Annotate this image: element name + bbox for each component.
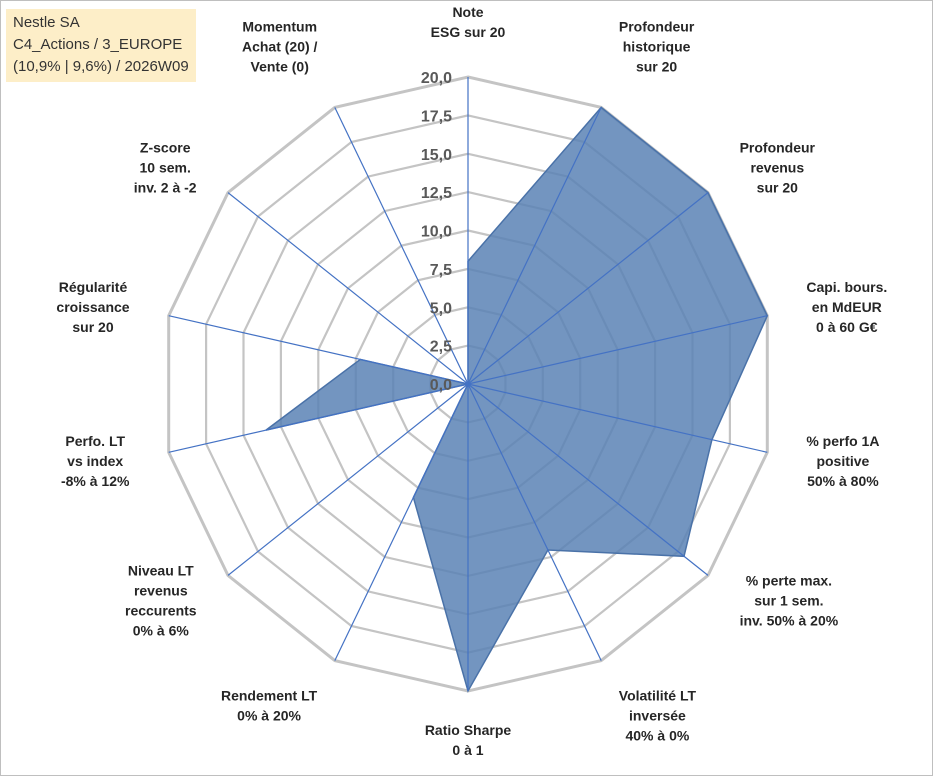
axis-label-line: revenus — [134, 582, 188, 598]
axis-label-0: Note ESG sur 20 — [431, 4, 506, 40]
axis-label-8: Rendement LT 0% à 20% — [221, 688, 318, 724]
axis-label-line: 10 sem. — [140, 160, 191, 176]
axis-label-line: % perte max. — [746, 572, 832, 588]
radar-series — [266, 107, 767, 691]
axis-label-line: historique — [623, 38, 691, 54]
axis-label-line: Momentum — [242, 18, 317, 34]
tick-label-8: 20,0 — [421, 70, 452, 87]
axis-label-6: Volatilité LT inversée 40% à 0% — [619, 688, 697, 744]
tick-label-6: 15,0 — [421, 147, 452, 164]
axis-label-3: Capi. bours. en MdEUR 0 à 60 G€ — [806, 279, 887, 335]
axis-label-line: Note — [452, 4, 483, 20]
axis-label-line: Régularité — [59, 279, 128, 295]
series-area-0 — [266, 107, 767, 691]
axis-label-line: positive — [816, 453, 869, 469]
axis-label-line: croissance — [56, 299, 129, 315]
axis-label-line: inv. 50% à 20% — [740, 612, 839, 628]
axis-label-10: Perfo. LT vs index -8% à 12% — [61, 433, 130, 489]
axis-label-line: 0 à 1 — [452, 742, 483, 758]
axis-label-line: Profondeur — [740, 140, 816, 156]
axis-label-line: Ratio Sharpe — [425, 722, 512, 738]
axis-label-2: Profondeur revenus sur 20 — [740, 140, 816, 196]
axis-label-line: inv. 2 à -2 — [134, 180, 197, 196]
axis-label-11: Régularité croissance sur 20 — [56, 279, 129, 335]
axis-label-5: % perte max. sur 1 sem. inv. 50% à 20% — [740, 572, 839, 628]
axis-label-line: Vente (0) — [251, 58, 309, 74]
axis-label-line: Achat (20) / — [242, 38, 318, 54]
axis-label-line: en MdEUR — [812, 299, 882, 315]
axis-label-line: Z-score — [140, 140, 191, 156]
axis-label-12: Z-score 10 sem. inv. 2 à -2 — [134, 140, 197, 196]
company-name: Nestle SA — [13, 12, 189, 34]
axis-label-line: 50% à 80% — [807, 473, 879, 489]
axis-label-line: Rendement LT — [221, 688, 318, 704]
axis-label-1: Profondeur historique sur 20 — [619, 18, 695, 74]
tick-label-4: 10,0 — [421, 224, 452, 241]
axis-label-line: revenus — [750, 160, 804, 176]
axis-label-line: inversée — [629, 708, 686, 724]
fund-category: C4_Actions / 3_EUROPE — [13, 34, 189, 56]
axis-label-line: vs index — [67, 453, 123, 469]
axis-label-line: sur 20 — [636, 58, 677, 74]
axis-label-line: Niveau LT — [128, 562, 194, 578]
period-meta: (10,9% | 9,6%) / 2026W09 — [13, 56, 189, 78]
radial-tick-labels: 0,0 2,5 5,0 7,5 10,0 12,5 15,0 17,5 20,0 — [421, 70, 452, 394]
tick-label-3: 7,5 — [430, 262, 452, 279]
axis-label-line: Capi. bours. — [806, 279, 887, 295]
axis-label-line: sur 20 — [757, 180, 798, 196]
axis-label-13: Momentum Achat (20) / Vente (0) — [242, 18, 318, 74]
axis-label-4: % perfo 1A positive 50% à 80% — [806, 433, 879, 489]
axis-label-line: ESG sur 20 — [431, 24, 506, 40]
axis-label-line: Profondeur — [619, 18, 695, 34]
axis-label-line: -8% à 12% — [61, 473, 130, 489]
tick-label-1: 2,5 — [430, 339, 452, 356]
axis-label-line: 0 à 60 G€ — [816, 319, 878, 335]
axis-label-line: sur 1 sem. — [754, 592, 823, 608]
axis-label-line: 0% à 6% — [133, 622, 190, 638]
axis-label-line: Perfo. LT — [65, 433, 125, 449]
tick-label-0: 0,0 — [430, 377, 452, 394]
axis-label-line: 0% à 20% — [237, 708, 301, 724]
tick-label-7: 17,5 — [421, 108, 452, 125]
axis-label-line: % perfo 1A — [806, 433, 879, 449]
axis-label-line: sur 20 — [72, 319, 113, 335]
tick-label-2: 5,0 — [430, 300, 452, 317]
axis-label-7: Ratio Sharpe 0 à 1 — [425, 722, 512, 758]
tick-label-5: 12,5 — [421, 185, 452, 202]
axis-label-line: 40% à 0% — [625, 728, 689, 744]
axis-label-line: reccurents — [125, 602, 197, 618]
info-box: Nestle SA C4_Actions / 3_EUROPE (10,9% |… — [6, 9, 196, 82]
axis-label-9: Niveau LT revenus reccurents 0% à 6% — [125, 562, 197, 638]
axis-label-line: Volatilité LT — [619, 688, 697, 704]
